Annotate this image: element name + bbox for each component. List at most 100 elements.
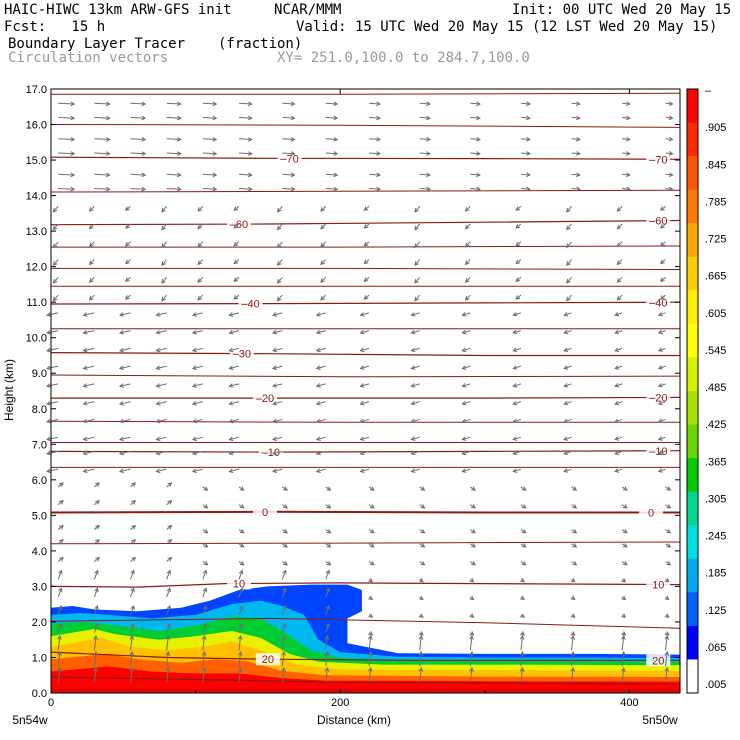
- contour-label-bg: [646, 654, 671, 667]
- wind-vector: [564, 347, 572, 352]
- wind-vector-head: [570, 634, 576, 640]
- wind-vector-head: [625, 172, 631, 178]
- colorbar-swatch: [687, 491, 698, 526]
- wind-vector-head: [410, 400, 416, 406]
- wind-vector-head: [414, 225, 419, 231]
- wind-vector-head: [464, 207, 470, 212]
- wind-vector: [411, 347, 420, 352]
- model-title: HAIC-HIWC 13km ARW-GFS init: [4, 2, 232, 18]
- wind-vector: [282, 138, 295, 141]
- y-tick-label: 15.0: [26, 155, 47, 167]
- wind-vector-head: [176, 172, 182, 178]
- temperature-contour: [50, 219, 681, 226]
- wind-vector-head: [325, 569, 331, 575]
- x-start-label: 5n54w: [12, 713, 48, 727]
- wind-vector-head: [324, 666, 330, 672]
- wind-vector-head: [512, 312, 518, 317]
- y-tick-label: 8.0: [32, 404, 47, 416]
- wind-vector: [202, 138, 217, 141]
- wind-vector-head: [141, 172, 147, 178]
- wind-vector: [411, 450, 420, 455]
- contour-label-bg: [639, 506, 664, 519]
- wind-vector: [566, 294, 572, 301]
- wind-vector: [238, 570, 243, 580]
- wind-vector-head: [614, 468, 620, 473]
- wind-vector-head: [237, 666, 243, 672]
- wind-vector-head: [191, 400, 197, 406]
- wind-vector: [229, 347, 240, 352]
- wind-vector-head: [203, 486, 209, 491]
- wind-vector-head: [363, 259, 369, 265]
- wind-vector: [462, 401, 471, 405]
- wind-vector-head: [476, 151, 481, 156]
- wind-vector: [272, 312, 283, 316]
- x-end-label: 5n50w: [642, 713, 678, 727]
- wind-vector-head: [515, 224, 521, 229]
- wind-vector: [166, 102, 181, 105]
- wind-vector-head: [657, 311, 663, 317]
- contour-label: 0: [262, 507, 268, 519]
- wind-vector: [202, 588, 207, 598]
- plot-frame: [50, 88, 681, 694]
- wind-vector-head: [363, 277, 369, 282]
- wind-vector: [130, 138, 146, 141]
- wind-vector: [316, 436, 326, 441]
- wind-vector-head: [82, 468, 88, 474]
- wind-vector-head: [363, 241, 369, 247]
- wind-vector: [360, 401, 370, 405]
- contour-label-bg: [277, 152, 302, 165]
- wind-vector: [470, 116, 480, 119]
- colorbar-label: .305: [705, 493, 726, 505]
- wind-vector: [156, 436, 167, 441]
- wind-vector: [566, 223, 572, 230]
- wind-vector-head: [572, 504, 578, 509]
- wind-vector-head: [82, 347, 88, 353]
- wind-vector-head: [228, 365, 234, 371]
- wind-vector-head: [666, 543, 672, 548]
- wind-vector: [564, 418, 572, 423]
- wind-vector-head: [469, 634, 474, 640]
- wind-vector-head: [614, 418, 620, 423]
- wind-vector: [229, 401, 240, 405]
- wind-vector: [166, 605, 171, 616]
- wind-vector: [621, 651, 625, 667]
- wind-vector: [282, 116, 295, 119]
- wind-vector-head: [203, 560, 209, 566]
- wind-vector-head: [272, 383, 278, 388]
- wind-vector-head: [566, 225, 571, 231]
- wind-vector: [238, 635, 242, 651]
- wind-vector: [621, 635, 625, 651]
- wind-vector-head: [228, 312, 234, 317]
- colorbar-label: .725: [705, 234, 726, 246]
- wind-vector: [156, 468, 167, 473]
- wind-vector-head: [570, 650, 576, 656]
- wind-vector: [470, 173, 480, 176]
- wind-vector-head: [410, 329, 416, 335]
- wind-vector-head: [563, 450, 569, 456]
- wind-vector-head: [476, 136, 481, 142]
- wind-vector-head: [515, 241, 521, 247]
- wind-vector-head: [520, 613, 525, 618]
- wind-vector: [658, 450, 666, 455]
- wind-vector: [658, 468, 666, 473]
- temperature-contour-minor: [50, 541, 681, 545]
- wind-vector: [520, 102, 530, 105]
- wind-vector-head: [131, 539, 137, 544]
- wind-vector: [93, 605, 99, 616]
- wind-vector-head: [191, 347, 197, 353]
- wind-vector: [166, 570, 171, 580]
- wind-vector: [571, 138, 580, 141]
- wind-vector-head: [471, 560, 477, 566]
- wind-vector-head: [359, 347, 365, 353]
- wind-vector: [238, 152, 252, 155]
- wind-vector: [325, 152, 338, 155]
- wind-vector: [282, 152, 295, 155]
- wind-vector-head: [52, 278, 58, 284]
- wind-vector: [411, 383, 420, 387]
- wind-vector-head: [46, 330, 52, 335]
- wind-vector-head: [376, 151, 382, 156]
- wind-vector-head: [124, 277, 130, 282]
- wind-vector: [119, 401, 131, 405]
- wind-vector-head: [52, 261, 58, 266]
- wind-vector-head: [570, 613, 576, 618]
